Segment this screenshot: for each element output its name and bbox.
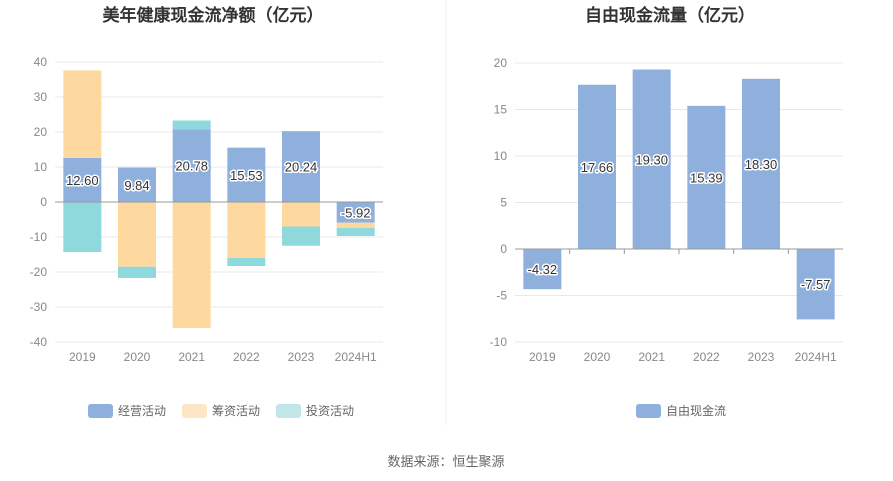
data-label: 15.53: [230, 168, 263, 183]
bar-1-2022: [687, 105, 726, 249]
y-tick-label: -20: [30, 265, 48, 279]
bar-2-2024H1: [336, 222, 375, 228]
bar-1-2024H1: [336, 202, 375, 223]
y-tick-label: 0: [500, 242, 507, 256]
bar-1-2020: [118, 167, 156, 202]
chart-title: 美年健康现金流净额（亿元）: [103, 5, 324, 25]
data-label: 20.78: [175, 159, 208, 174]
x-tick-label: 2020: [124, 350, 151, 364]
legend-label: 筹资活动: [212, 404, 260, 418]
legend-swatch: [636, 404, 661, 418]
bar-1-2024H1: [796, 249, 835, 320]
y-tick-label: 30: [34, 90, 48, 104]
bar-2-2020: [118, 202, 156, 267]
x-tick-label: 2019: [529, 350, 556, 364]
bar-3-2024H1: [336, 227, 375, 237]
data-label: 19.30: [635, 152, 668, 167]
x-tick-label: 2022: [693, 350, 720, 364]
bar-1-2019: [523, 249, 562, 290]
y-tick-label: -40: [30, 335, 48, 349]
bar-3-2021: [172, 120, 211, 130]
legend-label: 自由现金流: [666, 403, 726, 418]
data-label: 17.66: [581, 160, 614, 175]
cash-flow-net-chart: 美年健康现金流净额（亿元） 40 30 20 10 0 -10 -20 -30 -40 12.60 9…: [30, 5, 383, 418]
x-tick-label: 2020: [584, 350, 611, 364]
y-tick-label: 10: [494, 149, 508, 163]
y-tick-label: -10: [490, 335, 508, 349]
data-label: -4.32: [528, 262, 558, 277]
bar-2-2021: [172, 202, 211, 328]
y-tick-label: -10: [30, 230, 48, 244]
bar-1-2019: [63, 157, 102, 202]
data-label: 9.84: [124, 178, 149, 193]
legend-swatch: [88, 404, 113, 418]
y-tick-label: 40: [34, 55, 48, 69]
bar-1-2023: [282, 131, 320, 202]
bar-1-2021: [632, 69, 671, 249]
chart-title: 自由现金流量（亿元）: [585, 5, 755, 25]
bar-1-2022: [227, 147, 266, 202]
y-tick-label: -30: [30, 300, 48, 314]
source-note: 数据来源：恒生聚源: [387, 454, 504, 469]
y-tick-label: 20: [494, 56, 508, 70]
x-tick-label: 2023: [748, 350, 775, 364]
y-tick-label: 15: [494, 103, 508, 117]
y-tick-label: 0: [40, 195, 47, 209]
legend-swatch: [276, 404, 301, 418]
bar-3-2019: [63, 202, 102, 253]
x-tick-label: 2021: [638, 350, 665, 364]
legend-label: 投资活动: [306, 403, 354, 418]
y-tick-label: 5: [500, 196, 507, 210]
data-label: 20.24: [285, 160, 318, 175]
bar-1-2023: [742, 78, 780, 249]
x-tick-label: 2024H1: [795, 350, 837, 364]
data-label: 12.60: [66, 173, 99, 188]
legend-label: 经营活动: [118, 404, 166, 418]
x-tick-label: 2019: [69, 350, 96, 364]
bar-1-2021: [172, 129, 211, 202]
bar-3-2020: [118, 266, 156, 278]
y-tick-label: 10: [34, 160, 48, 174]
data-label: -5.92: [341, 205, 371, 220]
y-tick-label: -5: [496, 289, 507, 303]
free-cash-flow-chart: 自由现金流量（亿元） 20 15 10 5 0 -5 -10 -4.32 17.66 19.30 15…: [490, 5, 843, 418]
legend-swatch: [182, 404, 207, 418]
bar-1-2020: [578, 84, 616, 250]
x-tick-label: 2022: [233, 350, 260, 364]
x-tick-label: 2023: [288, 350, 315, 364]
y-tick-label: 20: [34, 125, 48, 139]
data-label: 18.30: [745, 157, 778, 172]
x-tick-label: 2021: [178, 350, 205, 364]
bar-2-2023: [282, 202, 320, 227]
bar-2-2019: [63, 70, 102, 158]
data-label: 15.39: [690, 170, 723, 185]
bar-3-2023: [282, 226, 320, 246]
bar-3-2022: [227, 258, 266, 267]
bar-2-2022: [227, 202, 266, 258]
x-tick-label: 2024H1: [335, 350, 377, 364]
data-label: -7.57: [801, 277, 831, 292]
